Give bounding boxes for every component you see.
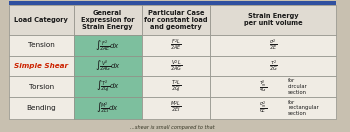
Text: ...shear is small compared to that: ...shear is small compared to that <box>130 125 215 130</box>
Text: $\int\!\frac{V^2}{2AG}dx$: $\int\!\frac{V^2}{2AG}dx$ <box>95 59 120 73</box>
Bar <box>142 56 210 76</box>
Text: $\frac{\tau^2}{2G}$: $\frac{\tau^2}{2G}$ <box>268 58 278 74</box>
Bar <box>210 97 336 119</box>
Text: $\frac{T^2L}{2GJ}$: $\frac{T^2L}{2GJ}$ <box>171 78 181 95</box>
Bar <box>142 97 210 119</box>
Bar <box>210 56 336 76</box>
Text: Particular Case
for constant load
and geometry: Particular Case for constant load and ge… <box>144 10 208 30</box>
Text: $\int\!\frac{T^2}{2GJ}dx$: $\int\!\frac{T^2}{2GJ}dx$ <box>96 79 120 95</box>
Bar <box>210 5 336 35</box>
Bar <box>74 97 142 119</box>
Bar <box>74 5 142 35</box>
Bar <box>9 5 74 35</box>
Bar <box>9 56 74 76</box>
Bar <box>74 76 142 97</box>
Text: Simple Shear: Simple Shear <box>14 63 68 69</box>
Text: $\frac{\tau_m^2}{4G}$: $\frac{\tau_m^2}{4G}$ <box>259 78 267 95</box>
Text: Tension: Tension <box>28 42 55 48</box>
Bar <box>142 35 210 56</box>
Text: $\frac{\sigma_m^2}{6E}$: $\frac{\sigma_m^2}{6E}$ <box>259 100 267 116</box>
Bar <box>142 76 210 97</box>
Text: General
Expression for
Strain Energy: General Expression for Strain Energy <box>81 10 134 30</box>
Text: Load Category: Load Category <box>14 17 68 23</box>
Bar <box>9 35 74 56</box>
Text: for
rectangular
section: for rectangular section <box>288 100 319 116</box>
Bar <box>9 76 74 97</box>
Text: $\int\!\frac{M^2}{2EI}dx$: $\int\!\frac{M^2}{2EI}dx$ <box>96 100 119 115</box>
Text: $\frac{F^2L}{2AE}$: $\frac{F^2L}{2AE}$ <box>170 38 182 53</box>
Text: $\frac{M^2L}{2EI}$: $\frac{M^2L}{2EI}$ <box>170 100 182 116</box>
Text: $\frac{V^2L}{2AG}$: $\frac{V^2L}{2AG}$ <box>170 58 182 74</box>
Text: $\int\!\frac{F^2}{2AE}dx$: $\int\!\frac{F^2}{2AE}dx$ <box>95 38 120 53</box>
Text: Bending: Bending <box>26 105 56 111</box>
Bar <box>9 97 74 119</box>
Bar <box>9 1 336 5</box>
Text: for
circular
section: for circular section <box>288 78 308 95</box>
Text: Torsion: Torsion <box>29 84 54 90</box>
Bar <box>142 5 210 35</box>
Bar <box>74 56 142 76</box>
Bar <box>210 76 336 97</box>
Bar <box>74 35 142 56</box>
Bar <box>210 35 336 56</box>
Text: Strain Energy
per unit volume: Strain Energy per unit volume <box>244 13 302 26</box>
Text: $\frac{\sigma^2}{2E}$: $\frac{\sigma^2}{2E}$ <box>269 38 277 53</box>
